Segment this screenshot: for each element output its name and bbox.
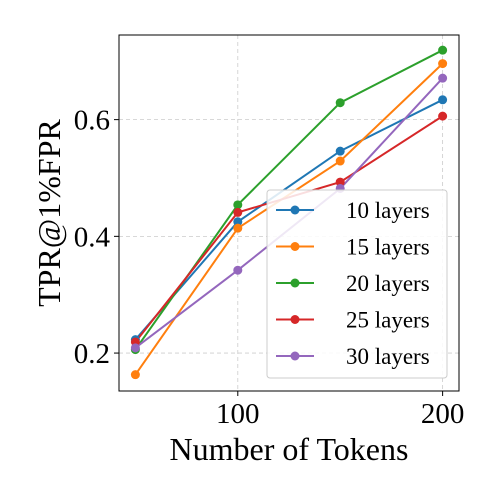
data-point-s2-1	[233, 200, 243, 210]
series-markers	[130, 45, 448, 380]
data-point-s3-2	[335, 177, 345, 187]
series-line-0	[134, 98, 444, 341]
legend-label: 20 layers	[346, 271, 430, 296]
data-point-s4-3	[438, 73, 448, 83]
legend-marker	[290, 242, 300, 251]
data-point-s1-2	[335, 156, 345, 166]
data-point-s1-1	[233, 223, 243, 233]
data-point-s1-3	[438, 59, 448, 69]
legend-label: 10 layers	[346, 198, 430, 223]
axis-ticks: 100 200 0.2 0.4 0.6	[74, 105, 465, 430]
legend-marker	[290, 205, 300, 215]
data-point-s3-1	[233, 207, 243, 217]
x-tick-label: 200	[421, 398, 465, 430]
data-point-s2-3	[438, 45, 448, 55]
data-point-s0-3	[438, 95, 448, 105]
x-tick-label: 100	[216, 398, 260, 430]
data-point-s0-1	[233, 217, 243, 227]
y-axis-label: TPR@1%FPR	[31, 118, 67, 306]
data-point-s4-1	[233, 265, 243, 275]
legend-label: 15 layers	[346, 235, 430, 260]
legend-marker	[290, 315, 300, 324]
legend-label: 25 layers	[346, 308, 430, 333]
data-point-s1-0	[130, 370, 140, 380]
data-point-s3-3	[438, 111, 448, 121]
data-point-s2-2	[335, 98, 345, 108]
legend-marker	[290, 278, 300, 288]
legend: 10 layers 15 layers 20 layers 25 layers 30 l…	[266, 189, 448, 379]
plot-frame	[118, 34, 460, 392]
legend-label: 30 layers	[346, 344, 430, 369]
legend-marker	[290, 351, 300, 361]
data-point-s0-2	[335, 146, 345, 156]
y-tick-label: 0.2	[74, 338, 110, 370]
y-tick-label: 0.6	[74, 105, 110, 137]
legend-box	[266, 189, 448, 379]
x-axis-label: Number of Tokens	[170, 431, 409, 467]
data-point-s4-0	[130, 343, 140, 353]
y-tick-label: 0.4	[74, 221, 111, 253]
